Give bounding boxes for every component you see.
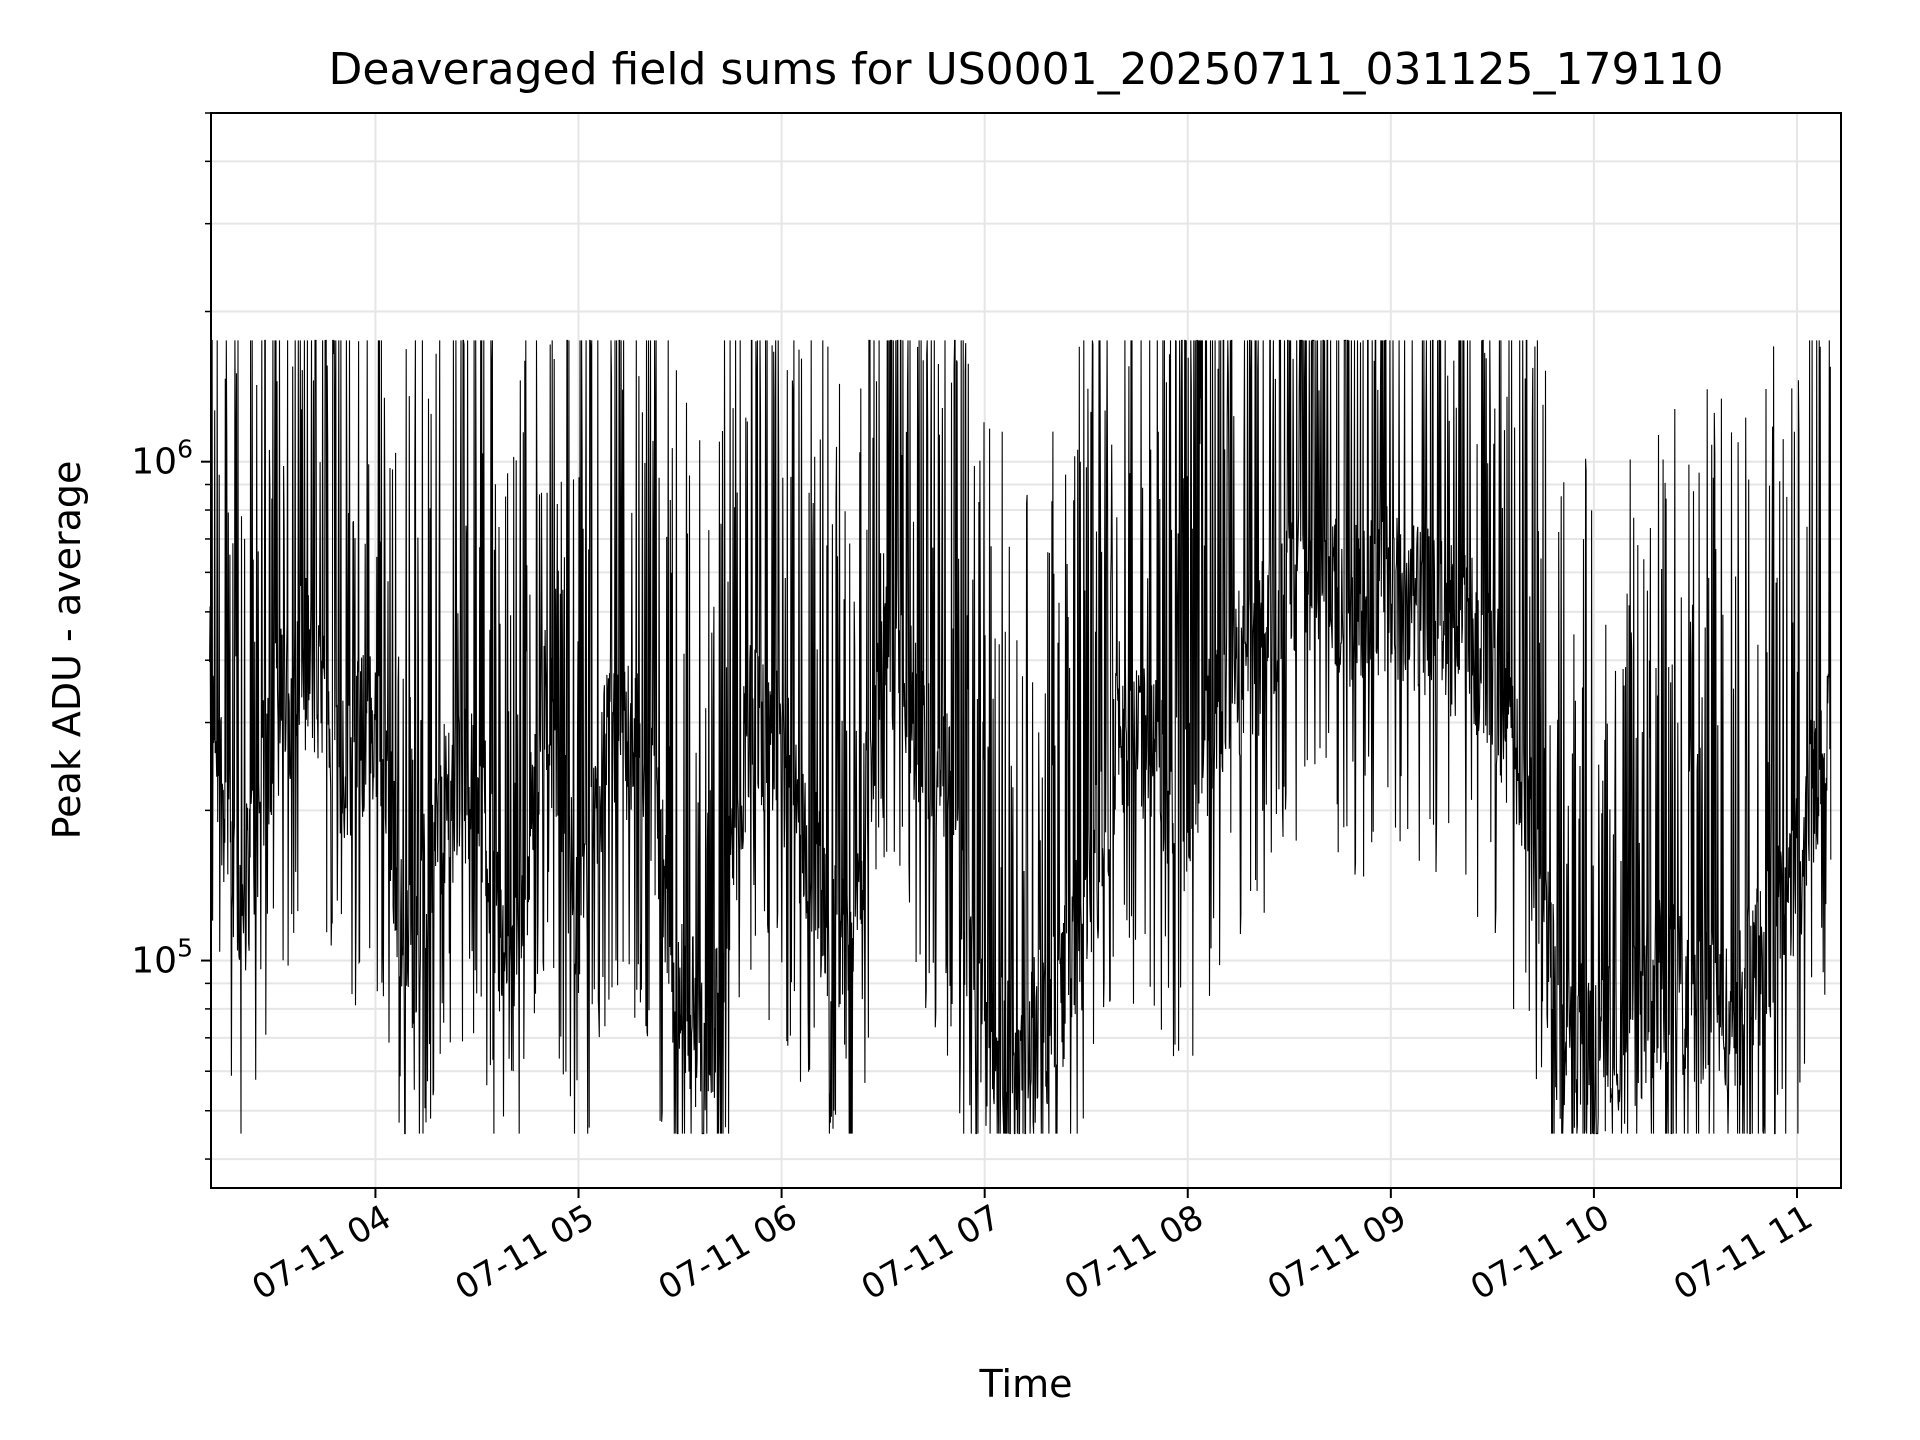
x-axis-label: Time	[979, 1362, 1073, 1406]
series-line	[209, 339, 1832, 1135]
plot-frame	[210, 112, 1842, 1189]
y-axis-label: Peak ADU - average	[45, 461, 89, 840]
y-tick-label: 106	[131, 435, 193, 483]
chart-title: Deaveraged field sums for US0001_2025071…	[329, 44, 1724, 95]
y-tick-label: 105	[131, 934, 193, 982]
